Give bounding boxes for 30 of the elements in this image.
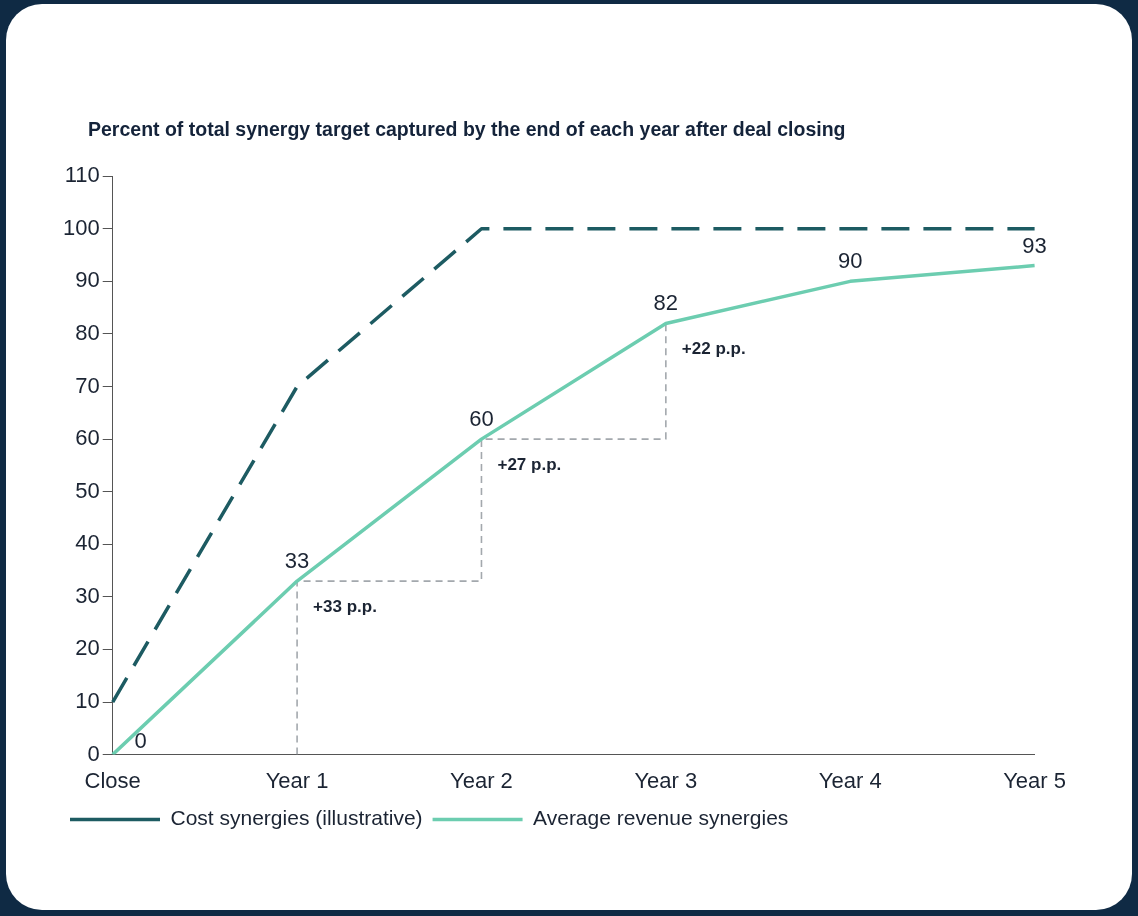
legend-label: Cost synergies (illustrative) (170, 806, 423, 830)
x-tick-label: Year 4 (818, 767, 882, 793)
y-tick-label: 110 (64, 162, 100, 188)
annotation: +33 p.p. (313, 597, 377, 617)
y-tick-label: 50 (75, 477, 100, 503)
y-tick-label: 20 (75, 635, 100, 661)
chart-title: Percent of total synergy target captured by the end of each year after deal closing (88, 118, 846, 141)
x-tick-label: Year 5 (1003, 767, 1067, 793)
x-tick-label: Year 2 (450, 767, 513, 793)
y-tick-label: 80 (75, 320, 100, 346)
y-tick-label: 90 (75, 267, 100, 293)
y-tick-label: 60 (75, 425, 100, 451)
legend-label: Average revenue synergies (533, 806, 789, 830)
data-label: 82 (653, 290, 679, 316)
annotation: +22 p.p. (681, 339, 746, 359)
data-label: 0 (134, 727, 147, 753)
y-tick-label: 10 (75, 688, 100, 714)
y-tick-label: 30 (75, 582, 100, 608)
y-tick-label: 70 (75, 372, 100, 398)
annotation: +27 p.p. (497, 455, 562, 475)
y-tick-label: 100 (62, 214, 100, 240)
data-label: 90 (837, 248, 863, 274)
data-label: 93 (1022, 232, 1047, 258)
x-tick-label: Year 1 (265, 767, 329, 793)
data-label: 33 (284, 548, 310, 574)
data-label: 60 (469, 406, 494, 432)
y-tick-label: 0 (87, 740, 100, 766)
y-tick-label: 40 (75, 530, 100, 556)
x-tick-label: Year 3 (634, 767, 698, 793)
x-tick-label: Close (84, 767, 141, 793)
